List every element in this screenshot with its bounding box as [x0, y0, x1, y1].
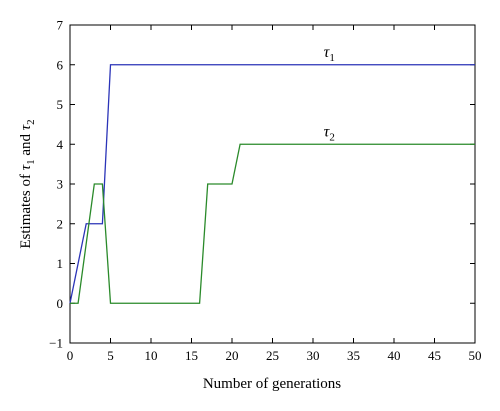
- x-tick-label: 45: [428, 348, 441, 363]
- x-tick-label: 0: [67, 348, 74, 363]
- series-2-line: [70, 143, 475, 304]
- series-labels: τ1 τ2: [324, 44, 335, 144]
- x-tick-label: 15: [185, 348, 198, 363]
- y-tick-label: 0: [57, 296, 64, 311]
- plot-area: [69, 24, 476, 344]
- y-axis-label: Estimates of τ1 and τ2: [18, 119, 37, 248]
- y-tick-label: −1: [49, 336, 63, 351]
- y-tick-label: 6: [57, 57, 64, 72]
- y-tick-label: 4: [57, 137, 64, 152]
- x-tick-label: 5: [107, 348, 114, 363]
- y-tick-label: 3: [57, 177, 64, 192]
- x-axis-label: Number of generations: [203, 376, 341, 392]
- y-tick-label: 1: [57, 256, 64, 271]
- x-tick-label: 25: [266, 348, 279, 363]
- series-1-line: [69, 64, 475, 304]
- x-tick-label: 40: [388, 348, 401, 363]
- x-tick-label: 50: [469, 348, 482, 363]
- y-tick-label: 7: [57, 18, 64, 33]
- series-lines: [69, 64, 475, 304]
- series-2-label: τ2: [324, 123, 335, 143]
- x-tick-label: 20: [226, 348, 239, 363]
- series-1-label: τ1: [324, 44, 335, 64]
- x-tick-label: 35: [347, 348, 360, 363]
- x-tick-label: 10: [145, 348, 158, 363]
- y-tick-label: 2: [57, 216, 64, 231]
- x-tick-label: 30: [307, 348, 320, 363]
- y-tick-label: 5: [57, 97, 64, 112]
